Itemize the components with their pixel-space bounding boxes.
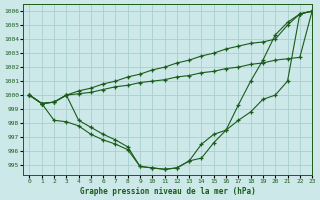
X-axis label: Graphe pression niveau de la mer (hPa): Graphe pression niveau de la mer (hPa) [80,187,256,196]
